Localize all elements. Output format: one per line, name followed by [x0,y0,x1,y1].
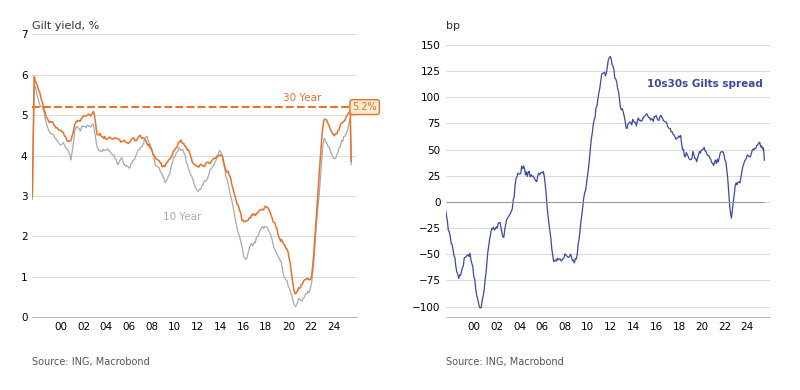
Text: 30 Year: 30 Year [283,93,322,103]
Text: Source: ING, Macrobond: Source: ING, Macrobond [446,357,563,367]
Text: 5.2%: 5.2% [352,102,377,112]
Text: bp: bp [446,21,459,31]
Text: 10 Year: 10 Year [163,212,202,222]
Text: 10s30s Gilts spread: 10s30s Gilts spread [647,79,763,89]
Text: Gilt yield, %: Gilt yield, % [32,21,99,31]
Text: Source: ING, Macrobond: Source: ING, Macrobond [32,357,150,367]
